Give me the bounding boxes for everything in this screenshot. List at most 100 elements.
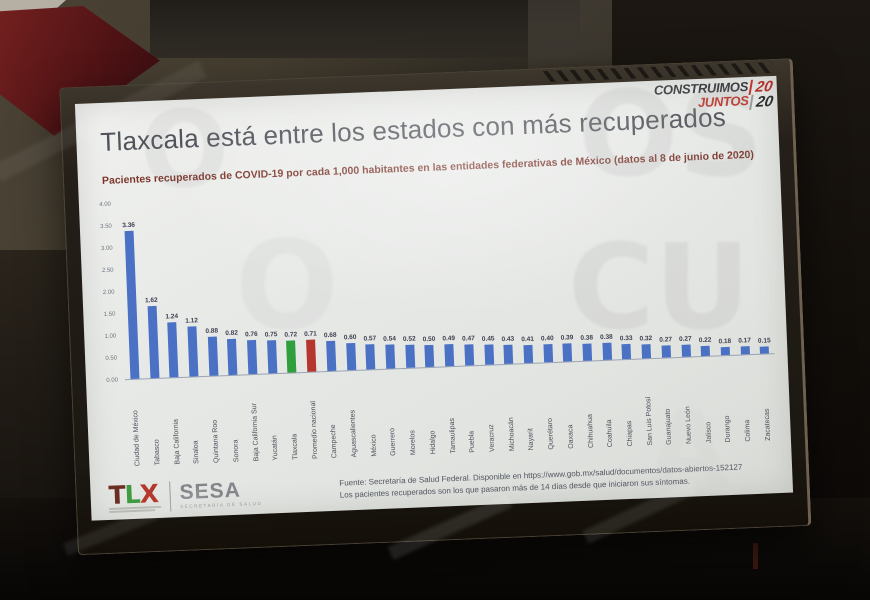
bar: [543, 344, 553, 363]
y-tick-label: 1.50: [103, 311, 116, 319]
x-axis-label: Coahuila: [606, 419, 615, 447]
slide-subtitle: Pacientes recuperados de COVID-19 por ca…: [101, 148, 755, 187]
bar: [227, 338, 238, 375]
bar-value-label: 1.62: [144, 297, 158, 305]
bar-value-label: 0.52: [402, 335, 416, 343]
x-axis-label: Puebla: [468, 430, 477, 453]
bar-value-label: 0.71: [304, 330, 317, 339]
x-axis-label: Sonora: [232, 439, 241, 462]
bar: [266, 339, 278, 374]
bar-value-label: 0.22: [698, 336, 712, 345]
monitor: CONSTRUIMOS JUNTOS 20 20 Tlaxcala está e…: [59, 58, 812, 556]
y-axis: 4.00 3.50 3.00 2.50 2.00 1.50 1.00 0.50 0.00: [91, 201, 122, 384]
presentation-slide: CONSTRUIMOS JUNTOS 20 20 Tlaxcala está e…: [74, 75, 794, 521]
sesa-text: SESA: [179, 478, 242, 504]
bar-value-label: 0.60: [343, 334, 357, 342]
tlx-letter-t: T: [108, 480, 126, 510]
bar-value-label: 0.41: [521, 335, 535, 343]
bar: [740, 346, 750, 355]
brand-year-bottom: 20: [749, 93, 775, 111]
bar: [207, 336, 219, 376]
x-axis-label: Baja California: [172, 418, 182, 465]
y-tick-label: 0.50: [105, 355, 118, 362]
bar-chart: 4.00 3.50 3.00 2.50 2.00 1.50 1.00 0.50 0.00 3.3…: [91, 178, 781, 467]
bar: [602, 342, 612, 360]
x-axis-label: Hidalgo: [429, 430, 438, 455]
bar-value-label: 0.49: [442, 335, 456, 343]
slide-title: Tlaxcala está entre los estados con más …: [99, 101, 727, 157]
y-tick-label: 4.00: [99, 201, 112, 209]
bar-value-label: 1.24: [165, 313, 179, 321]
x-axis-label: Nuevo León: [684, 405, 694, 444]
x-axis-label: Yucatán: [271, 434, 280, 461]
bar: [345, 343, 356, 370]
bar-value-label: 0.57: [363, 334, 377, 343]
bar: [681, 344, 691, 357]
bar-value-label: 0.68: [323, 331, 337, 339]
cable-glint: [753, 543, 758, 569]
bar-value-label: 0.32: [639, 334, 653, 343]
y-tick-label: 2.50: [101, 267, 114, 275]
bar-value-label: 0.88: [205, 327, 219, 335]
bar: [464, 344, 474, 366]
y-tick-label: 2.00: [102, 289, 115, 297]
y-tick-label: 0.00: [106, 377, 119, 384]
x-axis-label: Tlaxcala: [291, 433, 300, 460]
bar: [720, 346, 730, 355]
bar: [325, 340, 337, 371]
bar-value-label: 0.75: [264, 330, 278, 339]
bar: [247, 340, 258, 374]
bar-value-label: 1.12: [185, 317, 199, 326]
bar: [187, 326, 199, 377]
y-tick-label: 3.00: [100, 245, 113, 253]
bar-value-label: 0.18: [718, 337, 732, 346]
x-axis-label: Veracruz: [488, 423, 497, 452]
x-axis-label: Aguascalientes: [349, 409, 359, 458]
x-axis-label: Chiapas: [625, 420, 634, 447]
bar: [365, 343, 376, 370]
bar-value-label: 0.54: [383, 335, 397, 343]
bar-value-label: 0.72: [284, 331, 298, 339]
x-axis-label: Querétaro: [546, 417, 556, 450]
x-axis-label: Ciudad de México: [132, 409, 142, 466]
bar: [700, 345, 711, 356]
footer-logos: TLX SESA SECRETARÍA DE SALUD: [108, 478, 263, 514]
bar-value-label: 0.38: [580, 334, 594, 342]
bar: [444, 344, 455, 366]
x-axis-label: San Luis Potosí: [644, 396, 654, 446]
x-axis-label: Nayarit: [527, 427, 536, 451]
logo-divider: [169, 481, 172, 512]
sesa-logo: SESA SECRETARÍA DE SALUD: [179, 478, 262, 509]
x-axis-label: Jalisco: [704, 421, 713, 443]
bar-value-label: 0.45: [481, 335, 495, 343]
bar: [760, 346, 770, 354]
bar-value-label: 0.43: [501, 335, 515, 343]
bar-value-label: 0.27: [659, 336, 673, 344]
x-axis-label: Zacatecas: [763, 408, 772, 441]
tlx-logo: TLX: [108, 479, 162, 514]
bar: [483, 344, 494, 365]
bar: [124, 230, 140, 379]
bar-value-label: 0.33: [619, 334, 633, 343]
bar: [424, 344, 435, 367]
x-axis-label: Morelos: [409, 429, 418, 455]
bar: [167, 322, 179, 378]
bar-value-label: 0.15: [757, 337, 771, 345]
bar-value-label: 0.47: [461, 335, 475, 343]
bar-value-label: 0.27: [678, 335, 692, 343]
tlx-letter-l: L: [124, 479, 141, 510]
bar-value-label: 0.82: [225, 329, 239, 337]
bar: [641, 343, 652, 359]
x-axis-label: Promedio nacional: [309, 400, 319, 459]
y-tick-label: 3.50: [100, 223, 112, 231]
bar: [621, 344, 632, 359]
x-axis-label: Baja California Sur: [250, 402, 260, 462]
x-axis-label: Chihuahua: [586, 413, 595, 448]
x-axis-label: México: [370, 433, 379, 457]
bar-value-label: 0.38: [599, 333, 613, 342]
bar: [286, 340, 297, 373]
ceiling-shadow: [150, 0, 580, 58]
bar: [147, 306, 159, 378]
x-axis-label: Tamaulipas: [448, 417, 457, 454]
x-axis-label: Colima: [744, 419, 753, 442]
